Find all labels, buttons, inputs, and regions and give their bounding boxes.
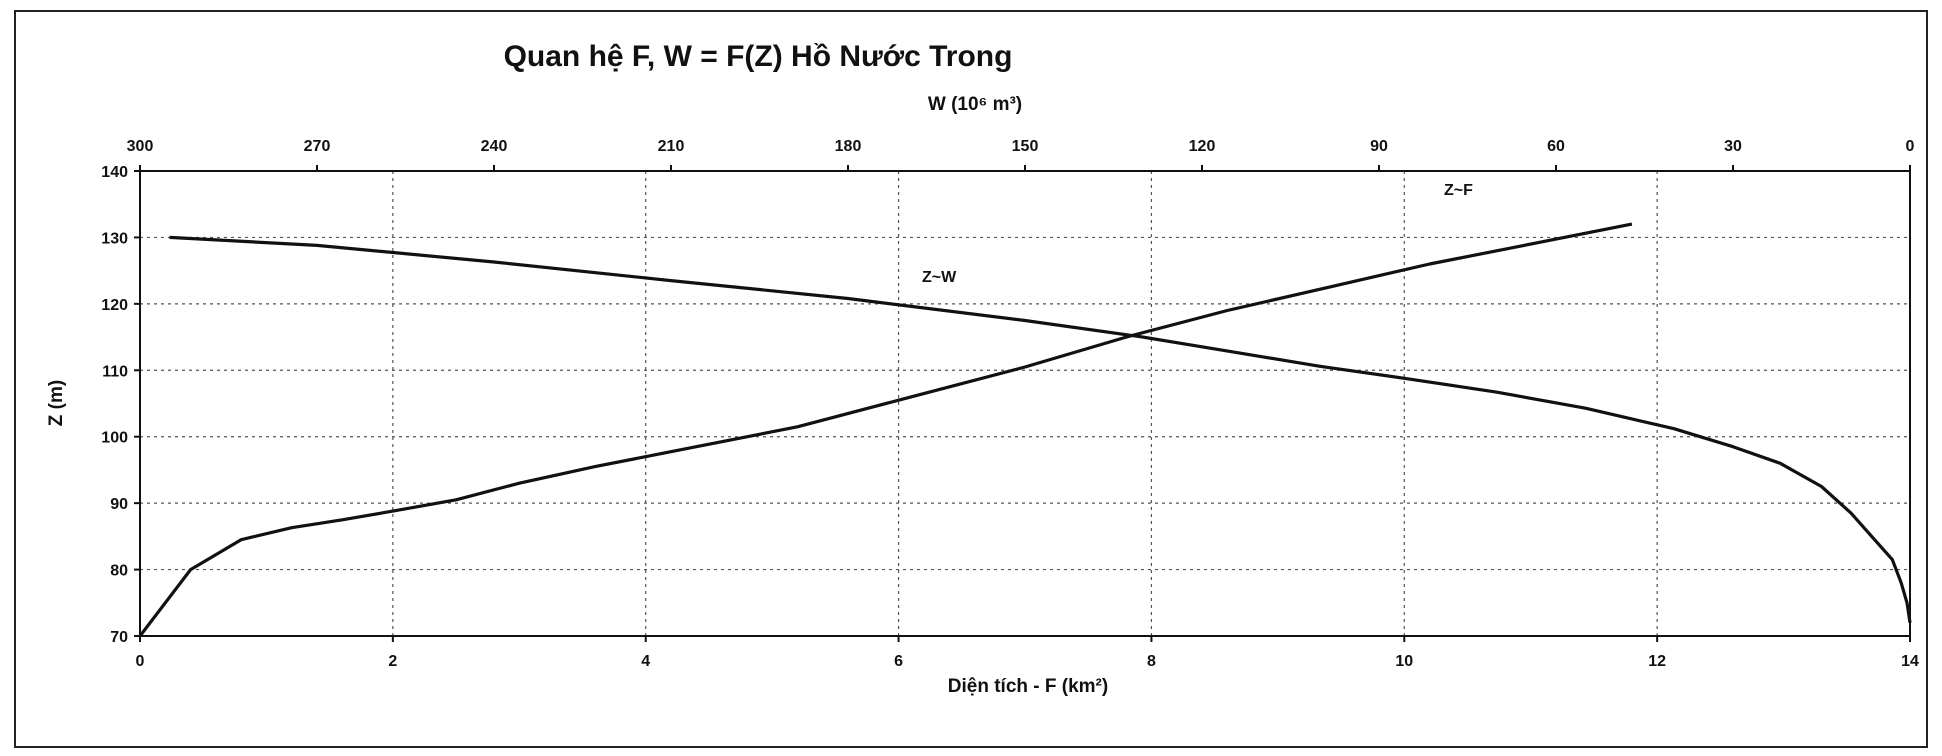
x2-tick-label: 210 bbox=[658, 138, 685, 155]
y-tick-label: 140 bbox=[101, 164, 128, 181]
y-tick-label: 130 bbox=[101, 230, 128, 247]
y-tick-label: 110 bbox=[102, 363, 128, 380]
x2-tick-label: 300 bbox=[127, 138, 154, 155]
x2-tick-label: 60 bbox=[1547, 138, 1565, 155]
x2-tick-label: 240 bbox=[481, 138, 508, 155]
x2-tick-label: 120 bbox=[1189, 138, 1216, 155]
x2-tick-label: 180 bbox=[835, 138, 862, 155]
bottom-axis-title: Diện tích - F (km²) bbox=[948, 676, 1108, 697]
y-tick-label: 90 bbox=[110, 496, 128, 513]
x2-tick-label: 30 bbox=[1724, 138, 1742, 155]
x-tick-label: 12 bbox=[1648, 653, 1666, 670]
x-tick-label: 10 bbox=[1395, 653, 1413, 670]
grid bbox=[140, 170, 1911, 636]
x2-tick-label: 150 bbox=[1012, 138, 1039, 155]
y-tick-label: 120 bbox=[101, 297, 128, 314]
x2-tick-label: 270 bbox=[304, 138, 331, 155]
x2-tick-label: 90 bbox=[1370, 138, 1388, 155]
x2-tick-label: 0 bbox=[1906, 138, 1915, 155]
top-axis-title: W (10⁶ m³) bbox=[928, 94, 1022, 115]
x-tick-label: 6 bbox=[894, 653, 903, 670]
y-tick-label: 70 bbox=[110, 629, 128, 646]
x-tick-label: 0 bbox=[136, 653, 145, 670]
y-axis-title: Z (m) bbox=[46, 380, 67, 426]
x-tick-label: 4 bbox=[641, 653, 650, 670]
series-line-z-w bbox=[169, 235, 1912, 623]
series-line-z-f bbox=[138, 222, 1633, 637]
chart-title: Quan hệ F, W = F(Z) Hồ Nước Trong bbox=[504, 40, 1013, 73]
chart: Quan hệ F, W = F(Z) Hồ Nước Trong W (10⁶… bbox=[46, 40, 1919, 697]
series bbox=[138, 222, 1912, 637]
series-label-z-w: Z~W bbox=[922, 269, 957, 286]
x-tick-label: 8 bbox=[1147, 653, 1156, 670]
chart-frame: Quan hệ F, W = F(Z) Hồ Nước Trong W (10⁶… bbox=[14, 10, 1928, 748]
x-tick-label: 14 bbox=[1901, 653, 1919, 670]
x-tick-label: 2 bbox=[388, 653, 397, 670]
y-tick-label: 100 bbox=[101, 430, 128, 447]
axes bbox=[134, 165, 1911, 642]
series-label-z-f: Z~F bbox=[1444, 182, 1473, 199]
y-tick-label: 80 bbox=[110, 563, 128, 580]
